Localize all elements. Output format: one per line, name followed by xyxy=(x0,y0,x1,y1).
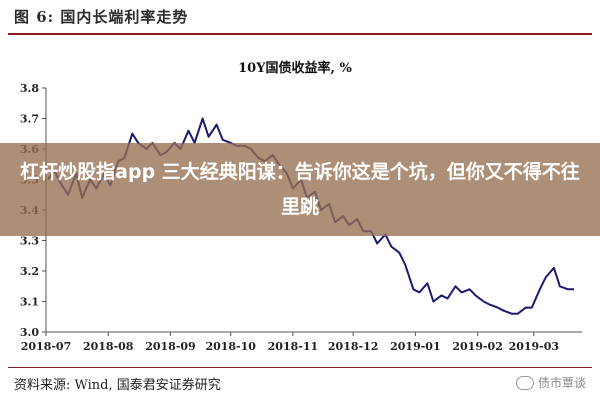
watermark: 债市覃谈 xyxy=(515,374,586,391)
x-tick-label: 2018-09 xyxy=(145,340,196,353)
y-tick-label: 3.3 xyxy=(20,235,39,248)
chart-title: 10Y国债收益率, % xyxy=(238,60,352,76)
wechat-logo-icon xyxy=(515,375,534,390)
x-tick-label: 2018-07 xyxy=(21,340,72,353)
y-tick-label: 3.8 xyxy=(20,82,39,95)
watermark-text: 债市覃谈 xyxy=(537,376,586,390)
y-tick-label: 3.7 xyxy=(20,113,39,126)
x-tick-label: 2019-01 xyxy=(390,340,441,353)
x-tick-label: 2019-03 xyxy=(509,340,560,353)
source-note: 资料来源: Wind, 国泰君安证券研究 xyxy=(14,378,221,393)
banner-text: 杠杆炒股指app 三大经典阳谋：告诉你这是个坑，但你又不得不往里跳 xyxy=(20,160,580,218)
y-tick-label: 3.1 xyxy=(20,296,39,309)
x-tick-label: 2018-12 xyxy=(328,340,379,353)
overlay-banner[interactable]: 杠杆炒股指app 三大经典阳谋：告诉你这是个坑，但你又不得不往里跳 xyxy=(0,143,600,236)
figure-title: 图 6: 国内长端利率走势 xyxy=(14,8,189,26)
x-axis-ticks: 2018-07 2018-08 2018-09 2018-10 2018-11 2018-… xyxy=(21,332,559,353)
y-tick-label: 3.0 xyxy=(20,326,39,339)
bottom-divider xyxy=(8,367,592,368)
x-tick-label: 2018-10 xyxy=(205,340,256,353)
x-tick-label: 2018-08 xyxy=(83,340,134,353)
y-tick-label: 3.2 xyxy=(20,265,39,278)
top-divider xyxy=(8,33,592,35)
x-tick-label: 2019-02 xyxy=(452,340,503,353)
x-tick-label: 2018-11 xyxy=(268,340,319,353)
